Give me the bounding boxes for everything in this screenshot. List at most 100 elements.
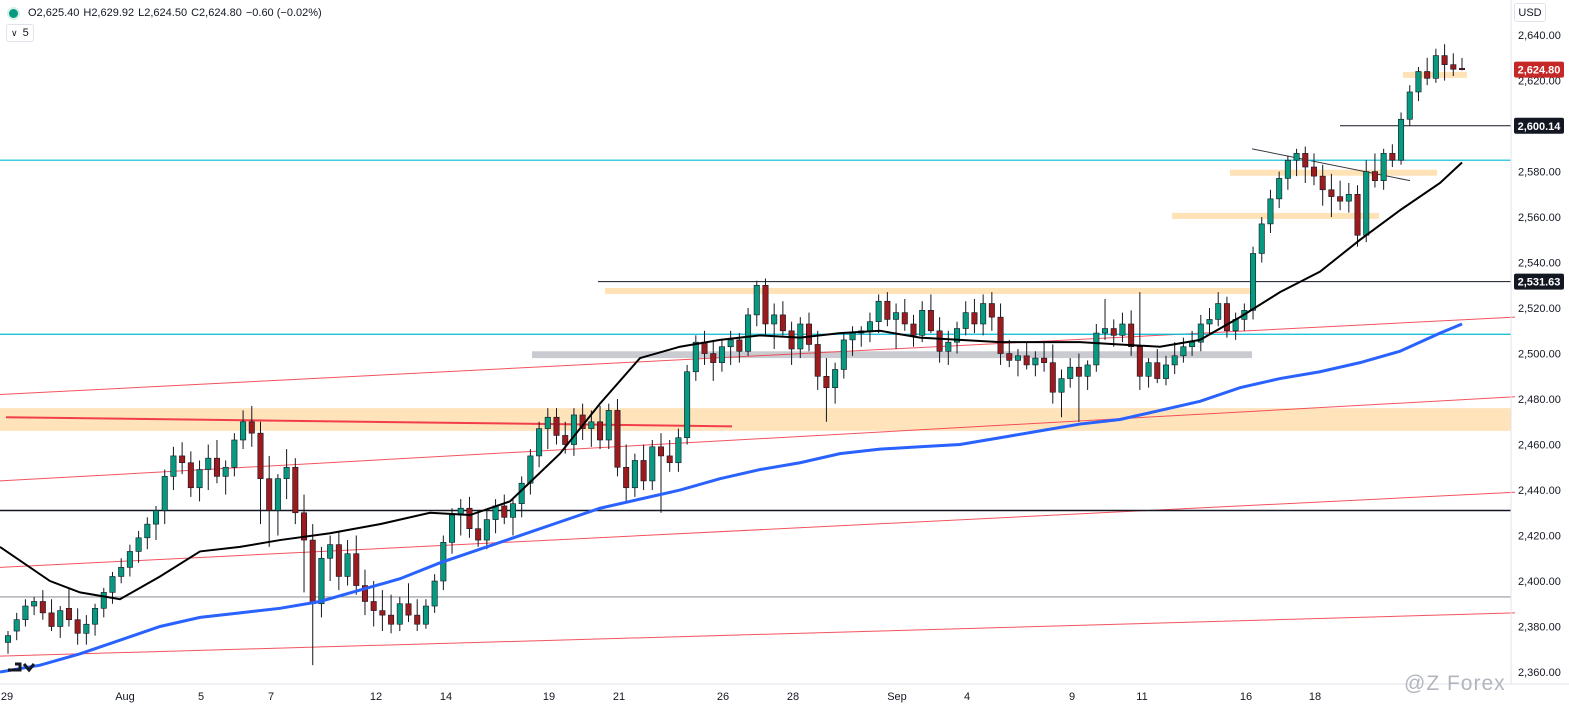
candle-body [5, 635, 11, 643]
candle-body [779, 314, 786, 332]
price-label-bg [1514, 273, 1564, 290]
candle-body [309, 539, 316, 605]
candle-body [292, 466, 299, 514]
y-tick-label: 2,400.00 [1518, 576, 1561, 588]
candle-body [971, 312, 978, 325]
candle-body [1276, 178, 1283, 200]
candle-body [301, 512, 308, 541]
candle-body [536, 428, 543, 457]
candle-body [135, 537, 142, 552]
candle-body [562, 435, 569, 445]
candle-body [727, 339, 734, 348]
candle-body [936, 330, 943, 352]
watermark: @Z Forex [1404, 672, 1506, 695]
price-label: 2,600.14 [1518, 121, 1562, 133]
currency-button[interactable]: USD [1514, 3, 1546, 22]
candle-body [893, 312, 900, 320]
candle-body [92, 608, 99, 625]
candle-body [126, 551, 133, 568]
candle-body [170, 455, 177, 477]
candle-body [832, 369, 839, 388]
candle-body [910, 323, 917, 336]
support-level-band [1230, 169, 1437, 176]
candle-body [1223, 303, 1230, 332]
candle-body [1380, 153, 1387, 181]
candle-body [205, 457, 212, 470]
candle-body [980, 303, 987, 325]
x-tick-label: 11 [1136, 691, 1147, 703]
volume-toggle[interactable]: ∨ 5 [6, 24, 34, 42]
price-label: 2,624.80 [1518, 65, 1561, 77]
x-tick-label: 7 [268, 691, 274, 703]
price-label: 2,531.63 [1518, 277, 1561, 289]
y-tick-label: 2,620.00 [1518, 76, 1561, 88]
candle-body [570, 414, 577, 445]
candle-body [1406, 91, 1413, 120]
candle-body [248, 421, 255, 434]
candle-body [1136, 346, 1143, 377]
candle-body [988, 303, 995, 318]
candle-body [597, 421, 604, 441]
candle-body [684, 371, 691, 439]
y-tick-label: 2,420.00 [1518, 531, 1561, 543]
candle-body [1284, 159, 1291, 179]
candle-body [109, 576, 116, 593]
high-value: H2,629.92 [83, 7, 135, 19]
candle-body [962, 312, 969, 329]
candle-body [1171, 355, 1178, 366]
zone-orange [0, 408, 1511, 431]
candle-body [997, 316, 1004, 354]
x-tick-label: 26 [717, 691, 729, 703]
candle-body [1459, 68, 1465, 70]
candle-body [327, 544, 334, 559]
support-level-band [605, 287, 1252, 294]
candle-body [927, 310, 934, 332]
candle-body [161, 476, 168, 511]
candle-body [1432, 55, 1439, 79]
candle-body [1023, 355, 1030, 366]
y-tick-label: 2,500.00 [1518, 349, 1561, 361]
channel-line [0, 316, 1516, 395]
candle-body [266, 478, 273, 511]
candle-body [1424, 71, 1431, 79]
candle-body [1267, 198, 1274, 225]
candle-body [74, 619, 81, 634]
close-value: C2,624.80 [191, 7, 242, 19]
candle-body [257, 432, 264, 479]
low-value: L2,624.50 [138, 7, 188, 19]
candle-body [353, 553, 360, 586]
candle-body [1102, 328, 1109, 334]
candle-body [1337, 196, 1344, 202]
candle-body [588, 421, 595, 429]
x-tick-label: 21 [613, 691, 625, 703]
candle-body [710, 353, 717, 363]
candle-body [1398, 118, 1405, 161]
x-tick-label: 28 [787, 691, 799, 703]
candle-body [640, 460, 647, 482]
candle-body [1363, 171, 1370, 236]
x-tick-label: 4 [964, 691, 970, 703]
candle-body [814, 344, 821, 377]
candle-body [1093, 332, 1100, 366]
candle-body [1006, 353, 1013, 361]
candle-body [22, 605, 29, 620]
x-tick-label: 19 [543, 691, 555, 703]
candle-body [1197, 323, 1204, 343]
y-tick-label: 2,480.00 [1518, 394, 1561, 406]
candle-body [501, 505, 508, 518]
candle-body [823, 375, 830, 388]
candle-body [1250, 253, 1257, 311]
candle-body [666, 455, 673, 464]
candle-body [240, 421, 247, 441]
candle-body [544, 416, 551, 429]
tradingview-logo-icon [8, 662, 36, 673]
candle-body [553, 416, 560, 436]
candle-body [1258, 223, 1265, 254]
candle-body [701, 341, 708, 354]
candle-body [1319, 175, 1326, 191]
candle-body [422, 605, 429, 625]
candle-body [1345, 194, 1352, 202]
candle-body [675, 437, 682, 464]
zone-grey [532, 351, 1252, 359]
